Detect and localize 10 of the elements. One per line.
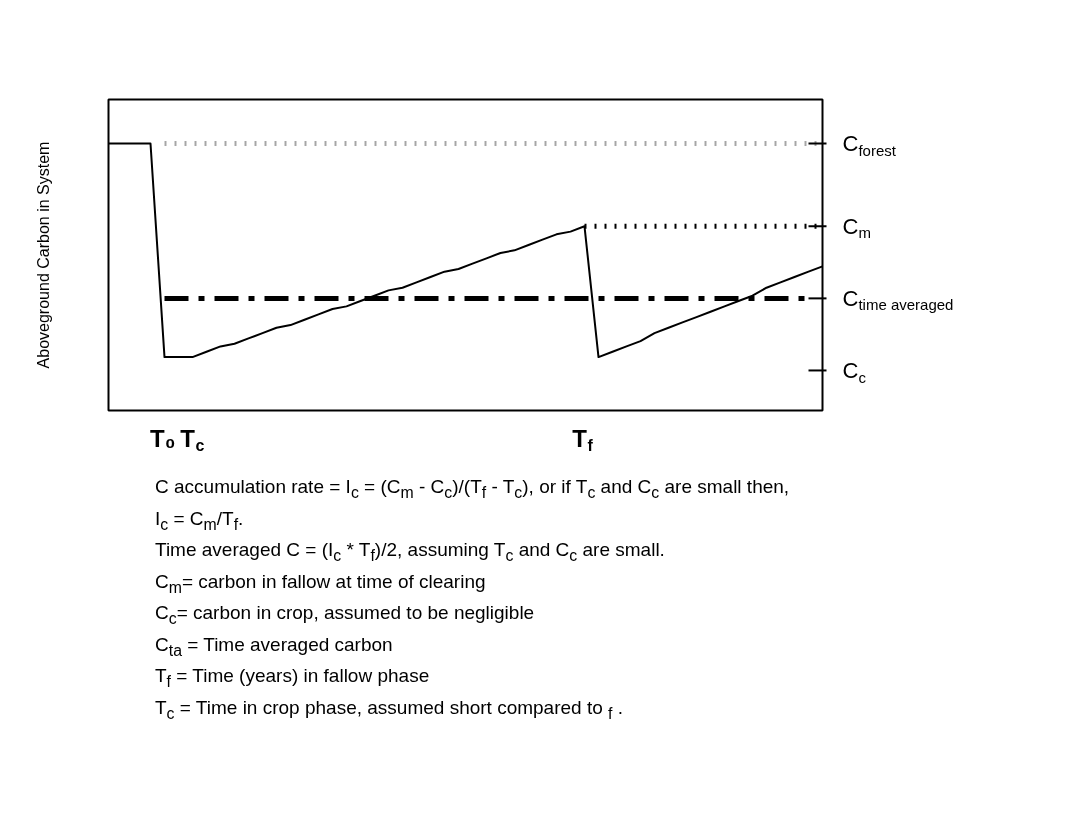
- text: T$_{f}$ = Time (years) in fallow phase: [155, 664, 431, 693]
- text: C$_{c}$= carbon in crop, assumed to be negligible: [155, 601, 536, 629]
- y-axis-title: Aboveground Carbon in System: [35, 141, 52, 369]
- text: Time averaged C = (I$_{c}$ * T$_{f}$)/2, assuming T$_{c}$ and C$_{c}$ are small.: [155, 539, 665, 564]
- x-tick-label: T₀: [150, 425, 176, 452]
- text: C accumulation rate = I$_{c}$ = (C$_{m}$ - C$_{c}$)/(T$_{f}$ - T$_{c}$), or if T$_{c}$ and C$_{c}$ are small then,: [155, 476, 790, 501]
- text: T$_{c}$ = Time in crop phase, assumed short compared to $_{f}$ .: [155, 696, 625, 724]
- text: I$_{c}$ = C$_{m}$/T$_{f}$.: [155, 506, 245, 535]
- text: C$_{ta}$ = Time averaged carbon: [155, 632, 394, 661]
- text: C$_{m}$= carbon in fallow at time of clearing: [155, 569, 487, 598]
